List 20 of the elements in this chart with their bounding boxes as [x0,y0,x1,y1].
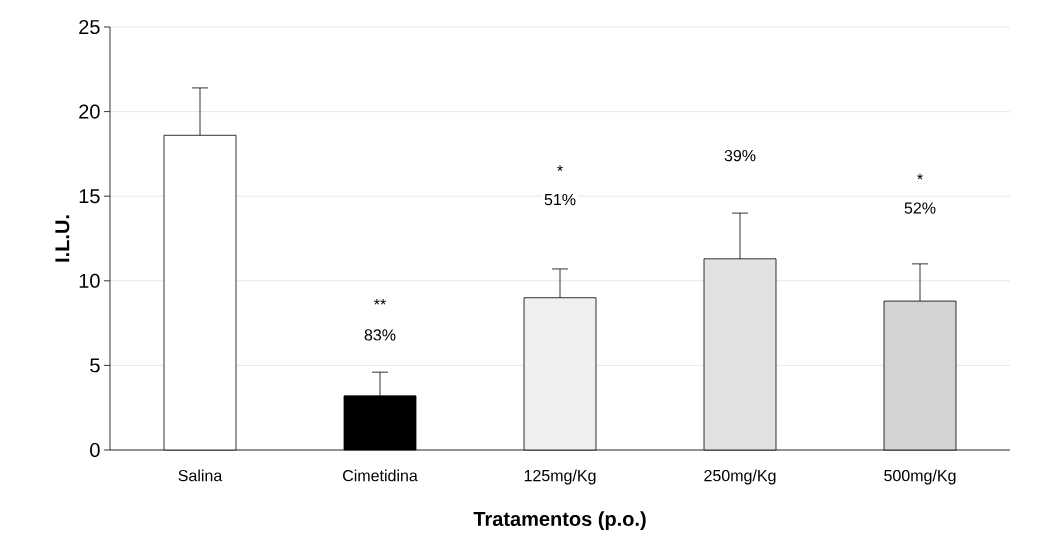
annotation: 39% [724,149,756,162]
y-tick-label: 5 [90,358,100,373]
y-tick-label: 25 [79,19,100,35]
annotation: 52% [904,202,936,214]
y-axis-title: I.L.U. [55,215,70,262]
y-tick-label: 15 [79,189,100,204]
y-tick-label: 10 [79,273,100,288]
y-tick-label: 0 [90,442,100,458]
x-tick-label: 500mg/Kg [884,469,956,485]
annotation: 51% [544,193,576,206]
x-tick-label: 250mg/Kg [704,469,776,485]
x-tick-label: Salina [178,469,223,482]
annotation: ** [374,298,386,305]
y-tick-label: 20 [79,104,100,119]
annotation: * [557,165,563,171]
x-tick-label: 125mg/Kg [524,469,596,485]
annotation: * [917,173,923,180]
annotation: 83% [364,329,396,341]
x-axis-title: Tratamentos (p.o.) [473,511,646,530]
x-tick-label: Cimetidina [343,469,418,482]
